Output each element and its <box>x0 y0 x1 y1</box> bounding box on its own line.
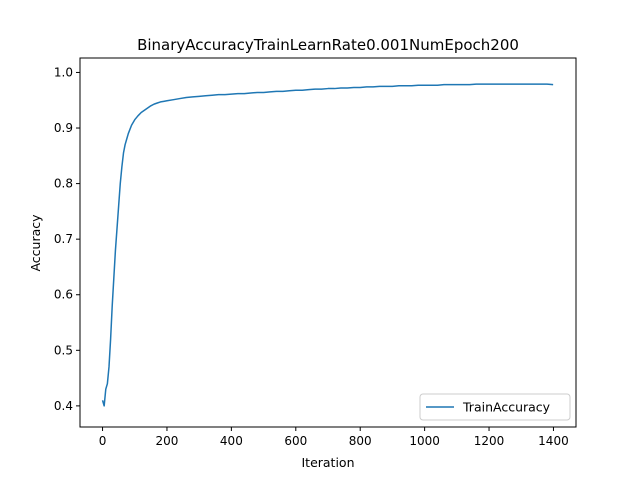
x-tick-label: 200 <box>156 434 179 448</box>
x-tick-label: 1200 <box>474 434 505 448</box>
y-tick-label: 0.5 <box>54 343 73 357</box>
x-axis-label: Iteration <box>301 455 354 470</box>
y-axis-ticks: 0.4 0.5 0.6 0.7 0.8 0.9 1.0 <box>54 65 80 413</box>
chart-title: BinaryAccuracyTrainLearnRate0.001NumEpoc… <box>137 36 519 54</box>
x-tick-label: 1400 <box>538 434 569 448</box>
y-tick-label: 0.7 <box>54 232 73 246</box>
series-line-trainaccuracy <box>101 83 554 407</box>
legend-box <box>419 393 571 421</box>
x-tick-label: 600 <box>284 434 307 448</box>
x-tick-label: 0 <box>99 434 107 448</box>
y-tick-label: 0.6 <box>54 288 73 302</box>
y-tick-label: 0.8 <box>54 177 73 191</box>
x-tick-label: 1000 <box>409 434 440 448</box>
y-tick-label: 0.9 <box>54 121 73 135</box>
axes-frame <box>79 57 577 428</box>
y-axis-label: Accuracy <box>28 214 43 272</box>
legend-label-trainaccuracy: TrainAccuracy <box>462 400 551 415</box>
y-tick-label: 0.4 <box>54 399 73 413</box>
x-tick-label: 800 <box>349 434 372 448</box>
x-axis-ticks: 0 200 400 600 800 1000 1200 1400 <box>99 427 569 448</box>
y-tick-label: 1.0 <box>54 65 73 79</box>
x-tick-label: 400 <box>220 434 243 448</box>
legend: TrainAccuracy <box>419 393 571 421</box>
plot-content <box>101 83 554 407</box>
